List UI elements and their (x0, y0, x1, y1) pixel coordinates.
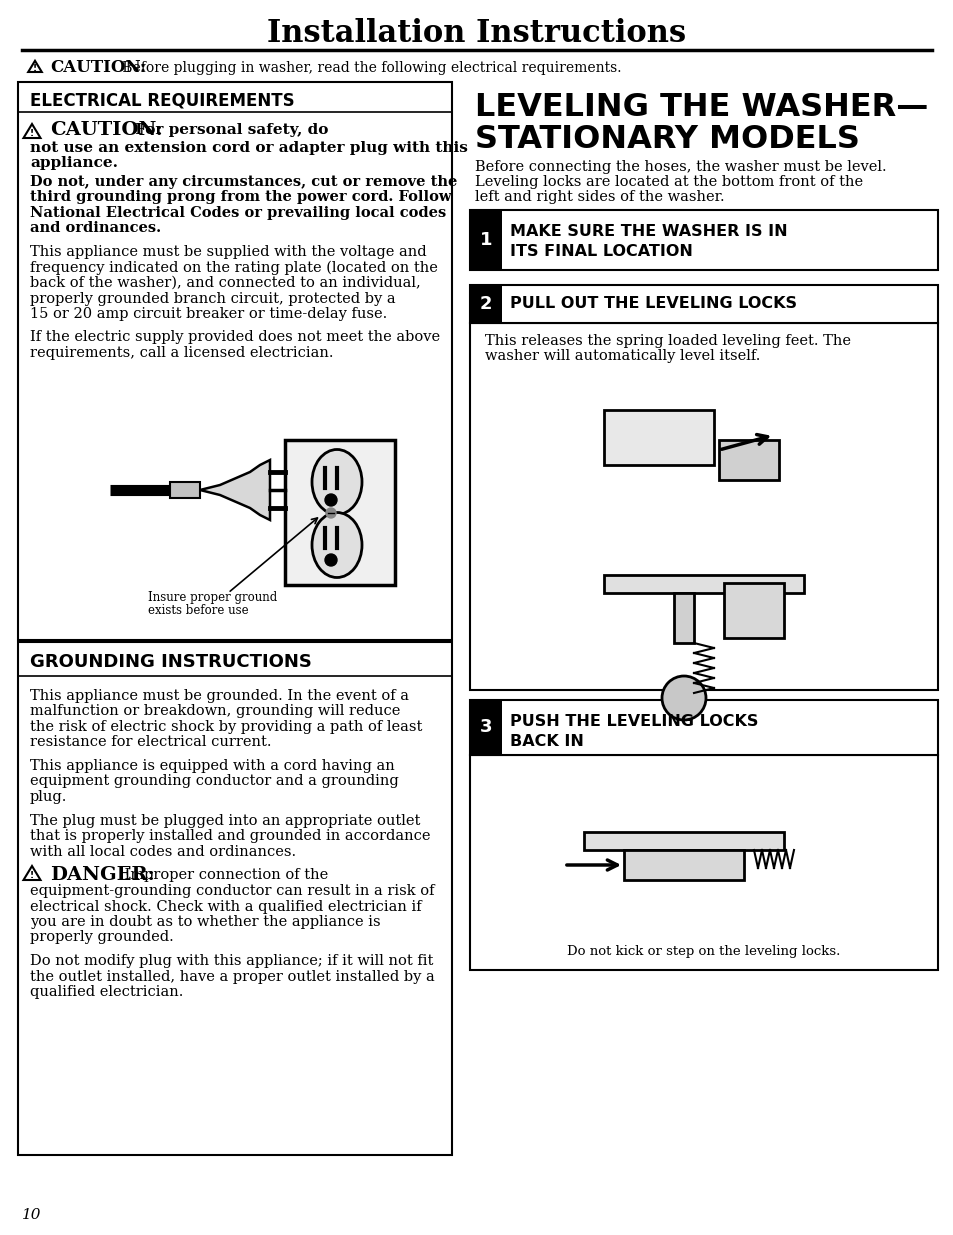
Bar (170, 482, 200, 498)
Text: National Electrical Codes or prevailing local codes: National Electrical Codes or prevailing … (30, 206, 446, 220)
Text: Installation Instructions: Installation Instructions (267, 17, 686, 48)
Bar (470, 210, 501, 270)
Text: requirements, call a licensed electrician.: requirements, call a licensed electricia… (30, 346, 334, 359)
Text: PULL OUT THE LEVELING LOCKS: PULL OUT THE LEVELING LOCKS (510, 296, 796, 311)
Bar (603, 410, 713, 466)
Text: 15 or 20 amp circuit breaker or time-delay fuse.: 15 or 20 amp circuit breaker or time-del… (30, 308, 387, 321)
Circle shape (661, 676, 705, 720)
Text: left and right sides of the washer.: left and right sides of the washer. (475, 190, 724, 204)
Text: CAUTION:: CAUTION: (50, 59, 146, 77)
Polygon shape (29, 61, 42, 72)
Text: GROUNDING INSTRUCTIONS: GROUNDING INSTRUCTIONS (30, 653, 312, 671)
Bar (470, 755, 937, 969)
Text: Do not kick or step on the leveling locks.: Do not kick or step on the leveling lock… (567, 946, 840, 958)
Circle shape (325, 555, 336, 566)
Text: 3: 3 (479, 719, 492, 736)
Text: CAUTION:: CAUTION: (50, 121, 163, 140)
Text: that is properly installed and grounded in accordance: that is properly installed and grounded … (30, 829, 430, 844)
Bar (583, 832, 783, 850)
Text: plug.: plug. (30, 790, 68, 804)
Text: Insure proper ground: Insure proper ground (148, 592, 277, 604)
Text: MAKE SURE THE WASHER IS IN: MAKE SURE THE WASHER IS IN (510, 225, 787, 240)
Text: !: ! (30, 871, 34, 881)
Text: This releases the spring loaded leveling feet. The: This releases the spring loaded leveling… (484, 333, 850, 348)
Text: Do not modify plug with this appliance; if it will not fit: Do not modify plug with this appliance; … (30, 953, 433, 968)
Bar (719, 440, 779, 480)
Text: For personal safety, do: For personal safety, do (130, 124, 328, 137)
Text: properly grounded branch circuit, protected by a: properly grounded branch circuit, protec… (30, 291, 395, 305)
Bar (18, 642, 452, 1155)
Text: properly grounded.: properly grounded. (30, 930, 173, 945)
Bar (470, 285, 501, 324)
Bar (470, 324, 937, 690)
Circle shape (325, 494, 336, 506)
Text: malfunction or breakdown, grounding will reduce: malfunction or breakdown, grounding will… (30, 704, 400, 719)
Text: frequency indicated on the rating plate (located on the: frequency indicated on the rating plate … (30, 261, 437, 274)
Text: If the electric supply provided does not meet the above: If the electric supply provided does not… (30, 331, 439, 345)
Text: BACK IN: BACK IN (510, 735, 583, 750)
Text: DANGER:: DANGER: (50, 866, 154, 884)
Text: 1: 1 (479, 231, 492, 249)
Bar (623, 850, 743, 881)
Text: The plug must be plugged into an appropriate outlet: The plug must be plugged into an appropr… (30, 814, 420, 827)
Bar (470, 285, 937, 324)
Text: ITS FINAL LOCATION: ITS FINAL LOCATION (510, 245, 692, 259)
Text: the outlet installed, have a proper outlet installed by a: the outlet installed, have a proper outl… (30, 969, 435, 983)
Text: This appliance must be grounded. In the event of a: This appliance must be grounded. In the … (30, 689, 409, 703)
Text: you are in doubt as to whether the appliance is: you are in doubt as to whether the appli… (30, 915, 380, 929)
Text: resistance for electrical current.: resistance for electrical current. (30, 736, 272, 750)
Text: equipment-grounding conductor can result in a risk of: equipment-grounding conductor can result… (30, 884, 434, 898)
Text: qualified electrician.: qualified electrician. (30, 986, 183, 999)
Text: STATIONARY MODELS: STATIONARY MODELS (475, 125, 859, 156)
Bar (470, 700, 501, 755)
Text: third grounding prong from the power cord. Follow: third grounding prong from the power cor… (30, 190, 451, 205)
Text: This appliance is equipped with a cord having an: This appliance is equipped with a cord h… (30, 760, 395, 773)
Text: exists before use: exists before use (148, 604, 249, 618)
Text: Before plugging in washer, read the following electrical requirements.: Before plugging in washer, read the foll… (118, 61, 620, 75)
Text: electrical shock. Check with a qualified electrician if: electrical shock. Check with a qualified… (30, 899, 421, 914)
Text: 10: 10 (22, 1208, 42, 1221)
Text: 2: 2 (479, 295, 492, 312)
Bar (18, 82, 452, 640)
Text: the risk of electric shock by providing a path of least: the risk of electric shock by providing … (30, 720, 422, 734)
Bar (285, 440, 395, 585)
Ellipse shape (312, 513, 361, 578)
Text: !: ! (30, 128, 34, 138)
Text: back of the washer), and connected to an individual,: back of the washer), and connected to an… (30, 275, 420, 290)
Ellipse shape (312, 450, 361, 515)
Text: equipment grounding conductor and a grounding: equipment grounding conductor and a grou… (30, 774, 398, 788)
Text: Before connecting the hoses, the washer must be level.: Before connecting the hoses, the washer … (475, 161, 885, 174)
Bar (470, 210, 937, 270)
Text: PUSH THE LEVELING LOCKS: PUSH THE LEVELING LOCKS (510, 715, 758, 730)
Polygon shape (24, 124, 40, 138)
Text: with all local codes and ordinances.: with all local codes and ordinances. (30, 845, 295, 858)
Text: Improper connection of the: Improper connection of the (120, 868, 328, 882)
Text: ELECTRICAL REQUIREMENTS: ELECTRICAL REQUIREMENTS (30, 91, 294, 109)
Text: washer will automatically level itself.: washer will automatically level itself. (484, 350, 760, 363)
Text: !: ! (33, 64, 37, 73)
Text: not use an extension cord or adapter plug with this: not use an extension cord or adapter plu… (30, 141, 467, 156)
Text: appliance.: appliance. (30, 156, 118, 170)
Text: Leveling locks are located at the bottom front of the: Leveling locks are located at the bottom… (475, 175, 862, 189)
Bar (603, 576, 803, 593)
Bar (723, 583, 783, 638)
Text: This appliance must be supplied with the voltage and: This appliance must be supplied with the… (30, 245, 426, 259)
Bar (673, 593, 693, 643)
Text: Do not, under any circumstances, cut or remove the: Do not, under any circumstances, cut or … (30, 175, 456, 189)
Bar (470, 700, 937, 755)
Text: LEVELING THE WASHER—: LEVELING THE WASHER— (475, 93, 927, 124)
Circle shape (326, 508, 335, 517)
Polygon shape (24, 866, 40, 881)
Text: and ordinances.: and ordinances. (30, 221, 161, 236)
Polygon shape (200, 459, 270, 520)
